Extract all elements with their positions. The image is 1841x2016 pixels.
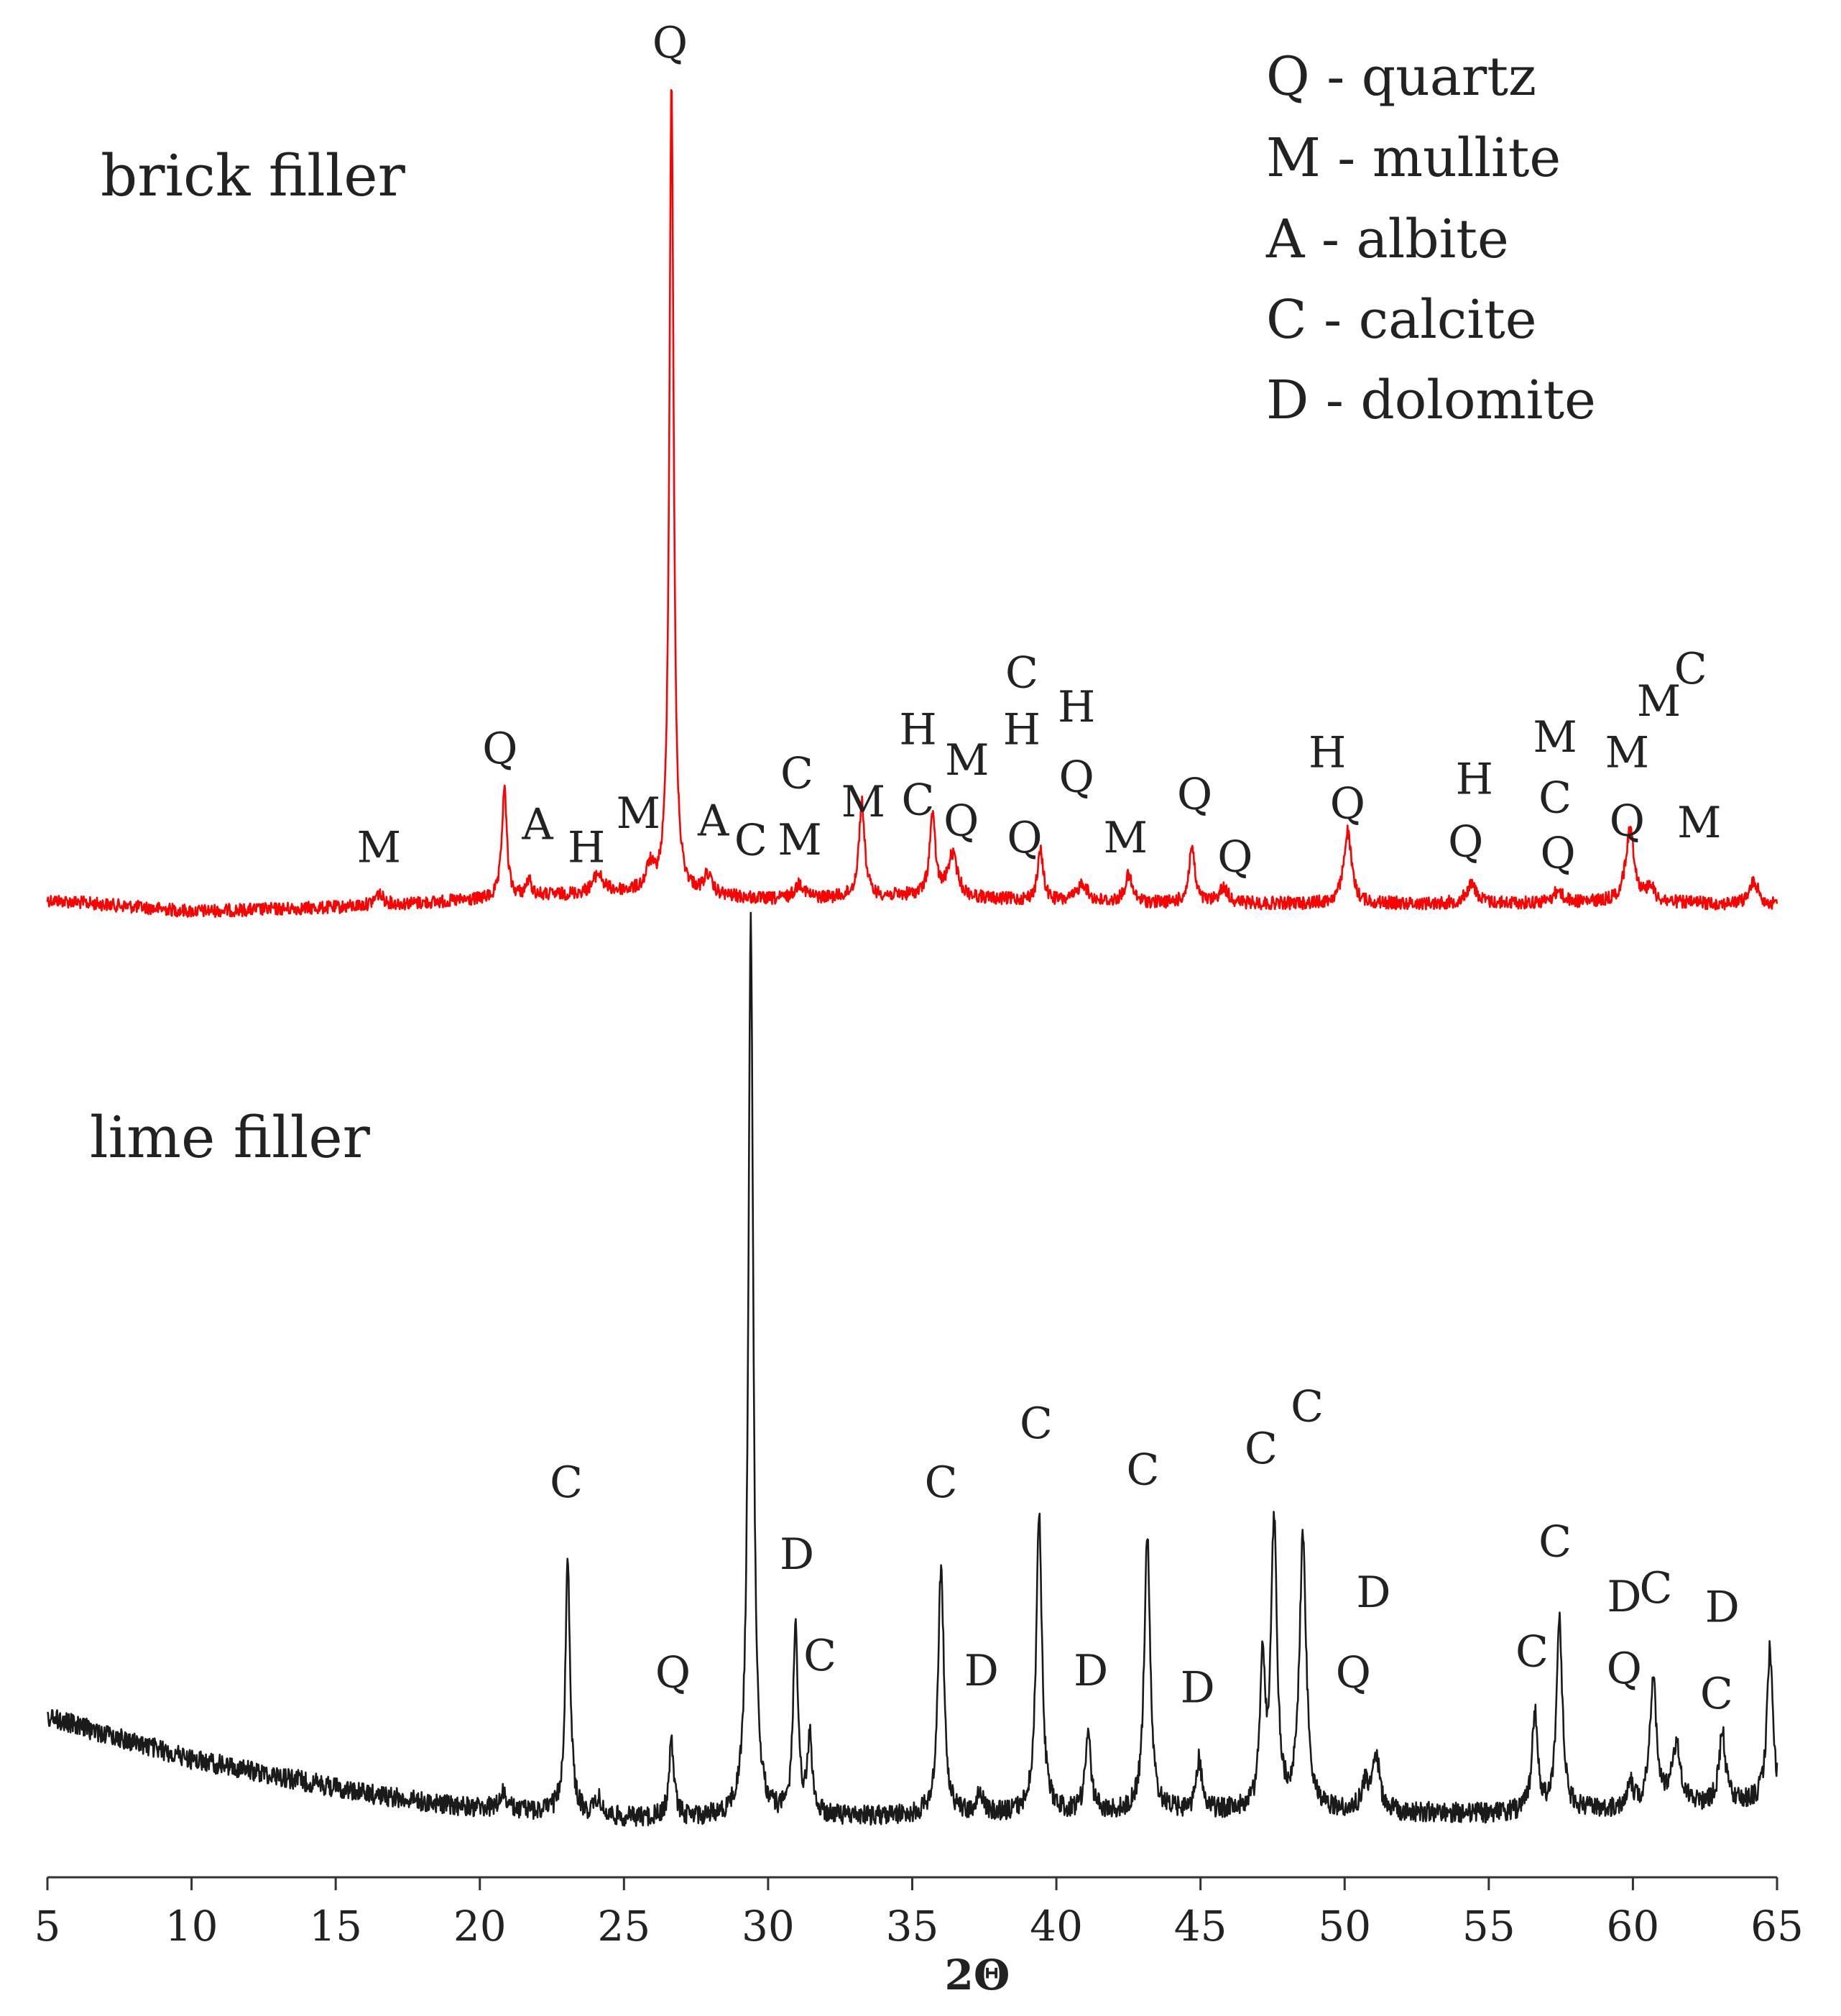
- series-line-brick-filler: [46, 89, 1778, 919]
- peak-label-brick-12: M: [945, 735, 989, 786]
- peak-label-lime-19: D: [1705, 1583, 1740, 1633]
- peak-label-brick-9: M: [841, 777, 885, 827]
- panel-title-brick: brick filler: [101, 142, 406, 209]
- peak-label-brick-19: M: [1104, 813, 1148, 863]
- peak-label-lime-7: C: [1020, 1399, 1053, 1449]
- legend-entry-calcite: C - calcite: [1266, 289, 1537, 351]
- peak-label-lime-17: D: [1607, 1572, 1641, 1622]
- peak-label-brick-16: H: [1003, 705, 1041, 755]
- peak-label-brick-14: C: [1005, 648, 1038, 699]
- legend-entry-mullite: M - mullite: [1266, 127, 1561, 189]
- peak-label-brick-3: H: [568, 822, 605, 873]
- peak-label-brick-23: Q: [1330, 779, 1365, 829]
- peak-label-brick-2: A: [521, 800, 553, 850]
- peak-label-lime-5: C: [925, 1458, 958, 1508]
- x-tick-label-40: 40: [1030, 1902, 1083, 1951]
- x-tick-label-45: 45: [1174, 1902, 1227, 1951]
- peak-label-lime-4: C: [803, 1631, 836, 1681]
- peak-label-brick-5: Q: [652, 18, 688, 68]
- x-tick-label-20: 20: [453, 1902, 507, 1951]
- legend: Q - quartz M - mullite A - albite C - ca…: [1265, 46, 1596, 431]
- x-tick-label-60: 60: [1607, 1902, 1660, 1951]
- peak-label-lime-14: Q: [1336, 1648, 1371, 1698]
- peak-label-lime-12: C: [1291, 1381, 1324, 1432]
- peak-label-brick-33: M: [1677, 798, 1721, 848]
- peak-label-brick-28: Q: [1540, 828, 1575, 878]
- peak-label-brick-6: A: [697, 796, 729, 846]
- peak-label-lime-13: D: [1356, 1568, 1390, 1618]
- peak-label-lime-3: D: [780, 1529, 814, 1580]
- peak-label-brick-10: H: [899, 705, 936, 755]
- x-tick-label-15: 15: [309, 1902, 362, 1951]
- peak-label-brick-1: Q: [482, 724, 517, 774]
- peak-label-brick-26: M: [1533, 712, 1577, 763]
- peak-label-lime-16: C: [1538, 1516, 1572, 1567]
- x-tick-label-50: 50: [1318, 1902, 1371, 1951]
- legend-entry-dolomite: D - dolomite: [1266, 369, 1596, 431]
- peak-label-brick-27: C: [1538, 773, 1572, 824]
- peak-label-brick-20: Q: [1177, 769, 1212, 819]
- peak-label-brick-18: Q: [1007, 813, 1042, 863]
- peak-label-lime-21: C: [1700, 1669, 1733, 1719]
- series-line-lime-filler: [46, 911, 1778, 1827]
- peak-label-brick-22: H: [1309, 727, 1346, 778]
- peak-label-lime-2: C: [734, 815, 767, 865]
- peak-label-lime-6: D: [964, 1646, 999, 1696]
- x-tick-label-55: 55: [1462, 1902, 1515, 1951]
- peak-label-lime-0: C: [550, 1458, 583, 1508]
- peak-label-brick-0: M: [357, 822, 401, 873]
- peak-label-brick-4: M: [617, 788, 660, 839]
- peak-label-lime-15: C: [1515, 1626, 1549, 1677]
- plot-lines: [46, 89, 1778, 1827]
- peak-label-brick-13: Q: [943, 796, 979, 846]
- peak-label-lime-20: Q: [1607, 1644, 1642, 1694]
- x-ticks: 5 10 15 20 25 30 35 40 45 50 55 60 65: [34, 1877, 1804, 1951]
- x-tick-label-30: 30: [742, 1902, 795, 1951]
- peak-label-brick-8: M: [778, 815, 821, 865]
- peak-label-brick-11: C: [902, 775, 935, 825]
- peak-label-brick-24: H: [1456, 754, 1493, 804]
- peak-label-brick-17: Q: [1059, 752, 1094, 803]
- peak-label-brick-31: M: [1637, 676, 1681, 727]
- peak-label-lime-10: D: [1181, 1662, 1215, 1713]
- peak-label-brick-15: H: [1058, 682, 1095, 732]
- x-tick-label-10: 10: [165, 1902, 218, 1951]
- peak-label-lime-18: C: [1640, 1563, 1673, 1614]
- peak-label-lime-1: Q: [655, 1648, 691, 1698]
- x-axis-label: 2Θ: [945, 1951, 1010, 1999]
- peak-label-brick-7: C: [780, 748, 813, 798]
- peak-label-lime-9: C: [1126, 1445, 1159, 1496]
- x-tick-label-65: 65: [1750, 1902, 1804, 1951]
- peak-label-lime-11: C: [1245, 1424, 1278, 1474]
- legend-entry-albite: A - albite: [1265, 208, 1509, 270]
- peak-label-lime-8: D: [1074, 1646, 1108, 1696]
- peak-label-brick-30: Q: [1610, 796, 1645, 846]
- x-tick-label-5: 5: [34, 1902, 61, 1951]
- peak-label-brick-21: Q: [1217, 832, 1252, 883]
- x-tick-label-35: 35: [886, 1902, 939, 1951]
- peak-label-brick-29: M: [1605, 727, 1649, 778]
- peak-label-brick-25: Q: [1448, 816, 1483, 867]
- panel-title-lime: lime filler: [90, 1104, 371, 1171]
- legend-entry-quartz: Q - quartz: [1266, 46, 1536, 108]
- x-tick-label-25: 25: [597, 1902, 650, 1951]
- peak-label-brick-32: C: [1674, 644, 1707, 694]
